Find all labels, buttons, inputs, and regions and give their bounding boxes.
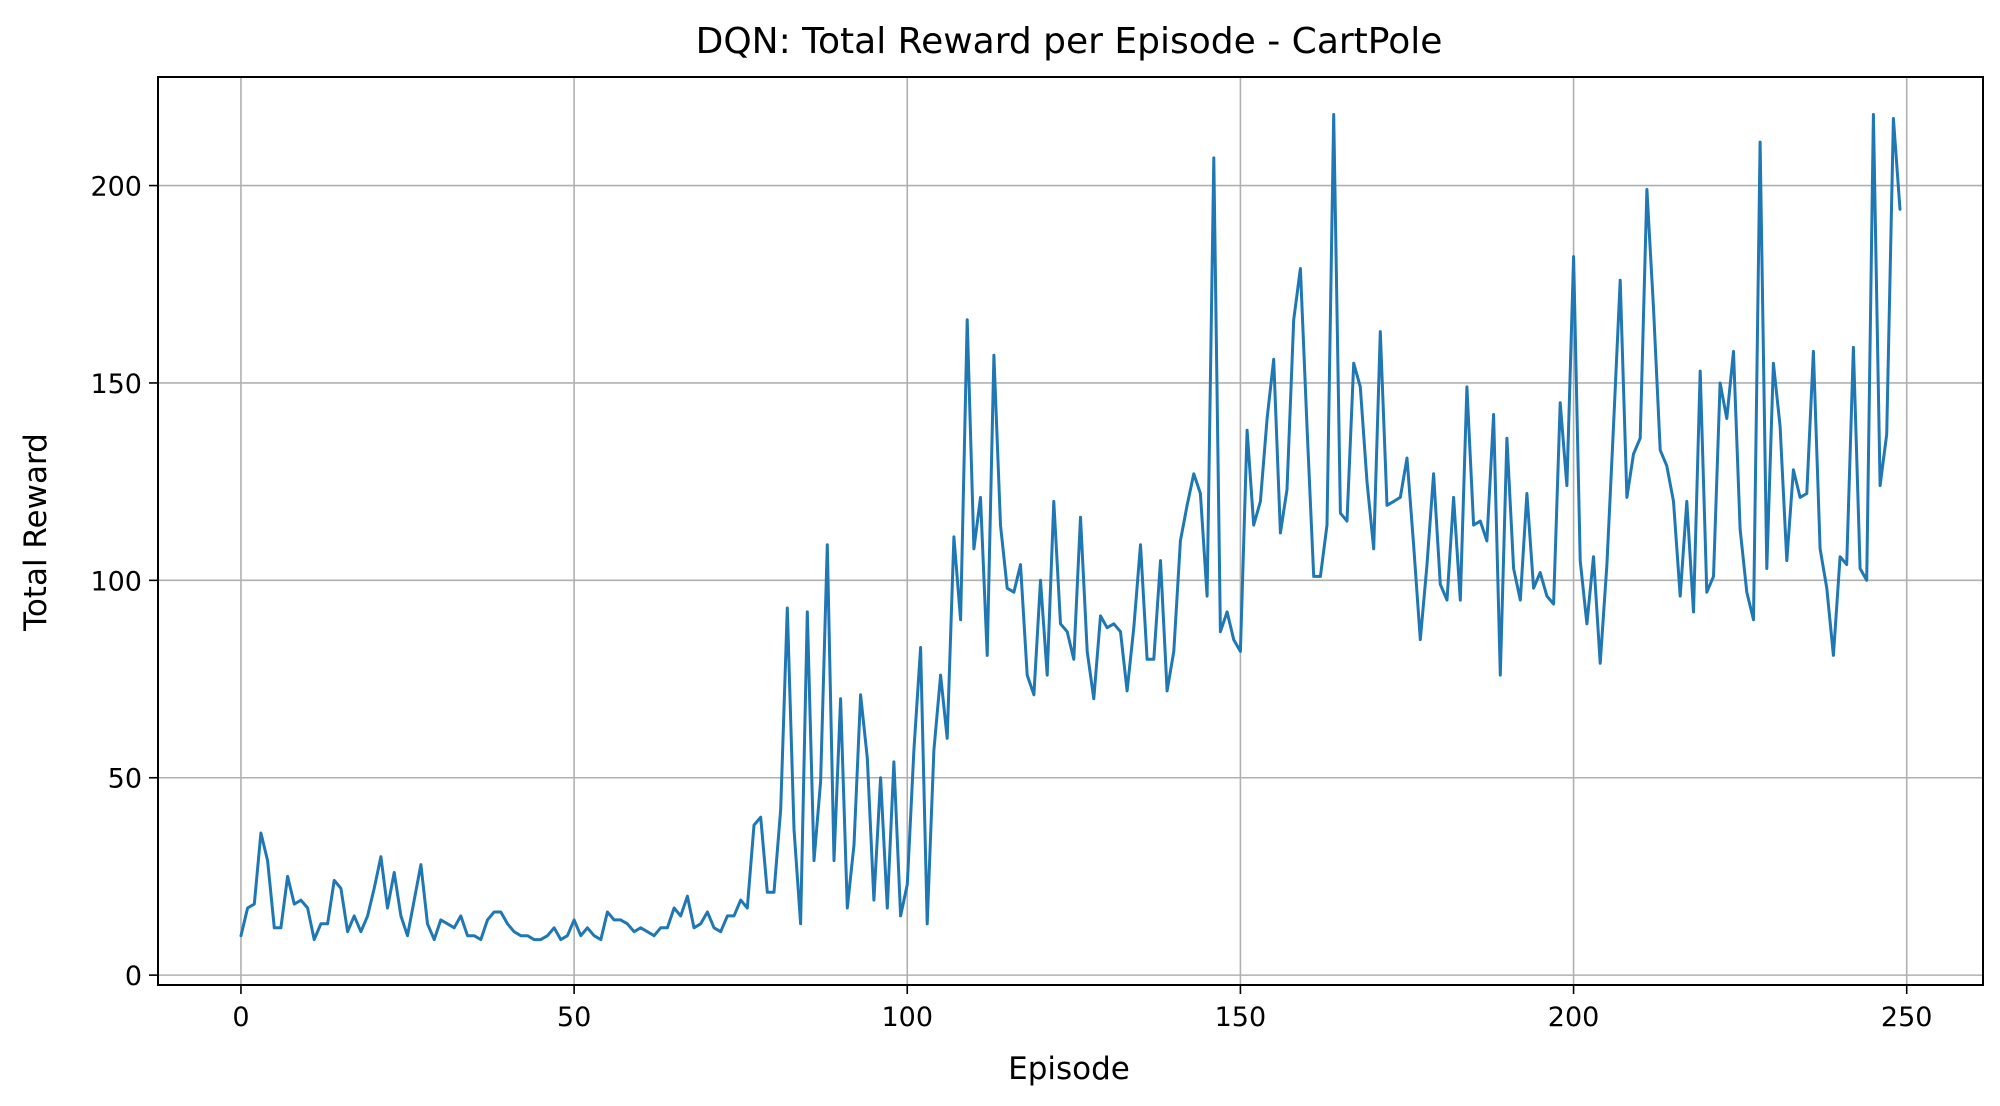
series-layer [239, 113, 1902, 942]
x-tick-label: 250 [1881, 1002, 1933, 1033]
x-tick-label: 100 [881, 1002, 933, 1033]
gridlines [158, 77, 1983, 985]
x-tick-label: 200 [1548, 1002, 1600, 1033]
x-tick-label: 150 [1215, 1002, 1267, 1033]
y-tick-label: 200 [90, 172, 142, 203]
series-line [239, 113, 1902, 942]
y-tick-label: 0 [125, 961, 142, 992]
chart-title: DQN: Total Reward per Episode - CartPole [696, 21, 1443, 62]
y-tick-label: 150 [90, 369, 142, 400]
x-tick-label: 50 [557, 1002, 591, 1033]
x-tick-label: 0 [232, 1002, 249, 1033]
y-tick-label: 100 [90, 566, 142, 597]
plot-area [157, 76, 1984, 986]
x-axis-label: Episode [1008, 1051, 1130, 1087]
y-tick-label: 50 [108, 764, 142, 795]
y-axis-label: Total Reward [18, 433, 54, 632]
axis-ticks: 0 50 100 150 200 250 0 50 100 150 200 [90, 172, 1932, 1033]
